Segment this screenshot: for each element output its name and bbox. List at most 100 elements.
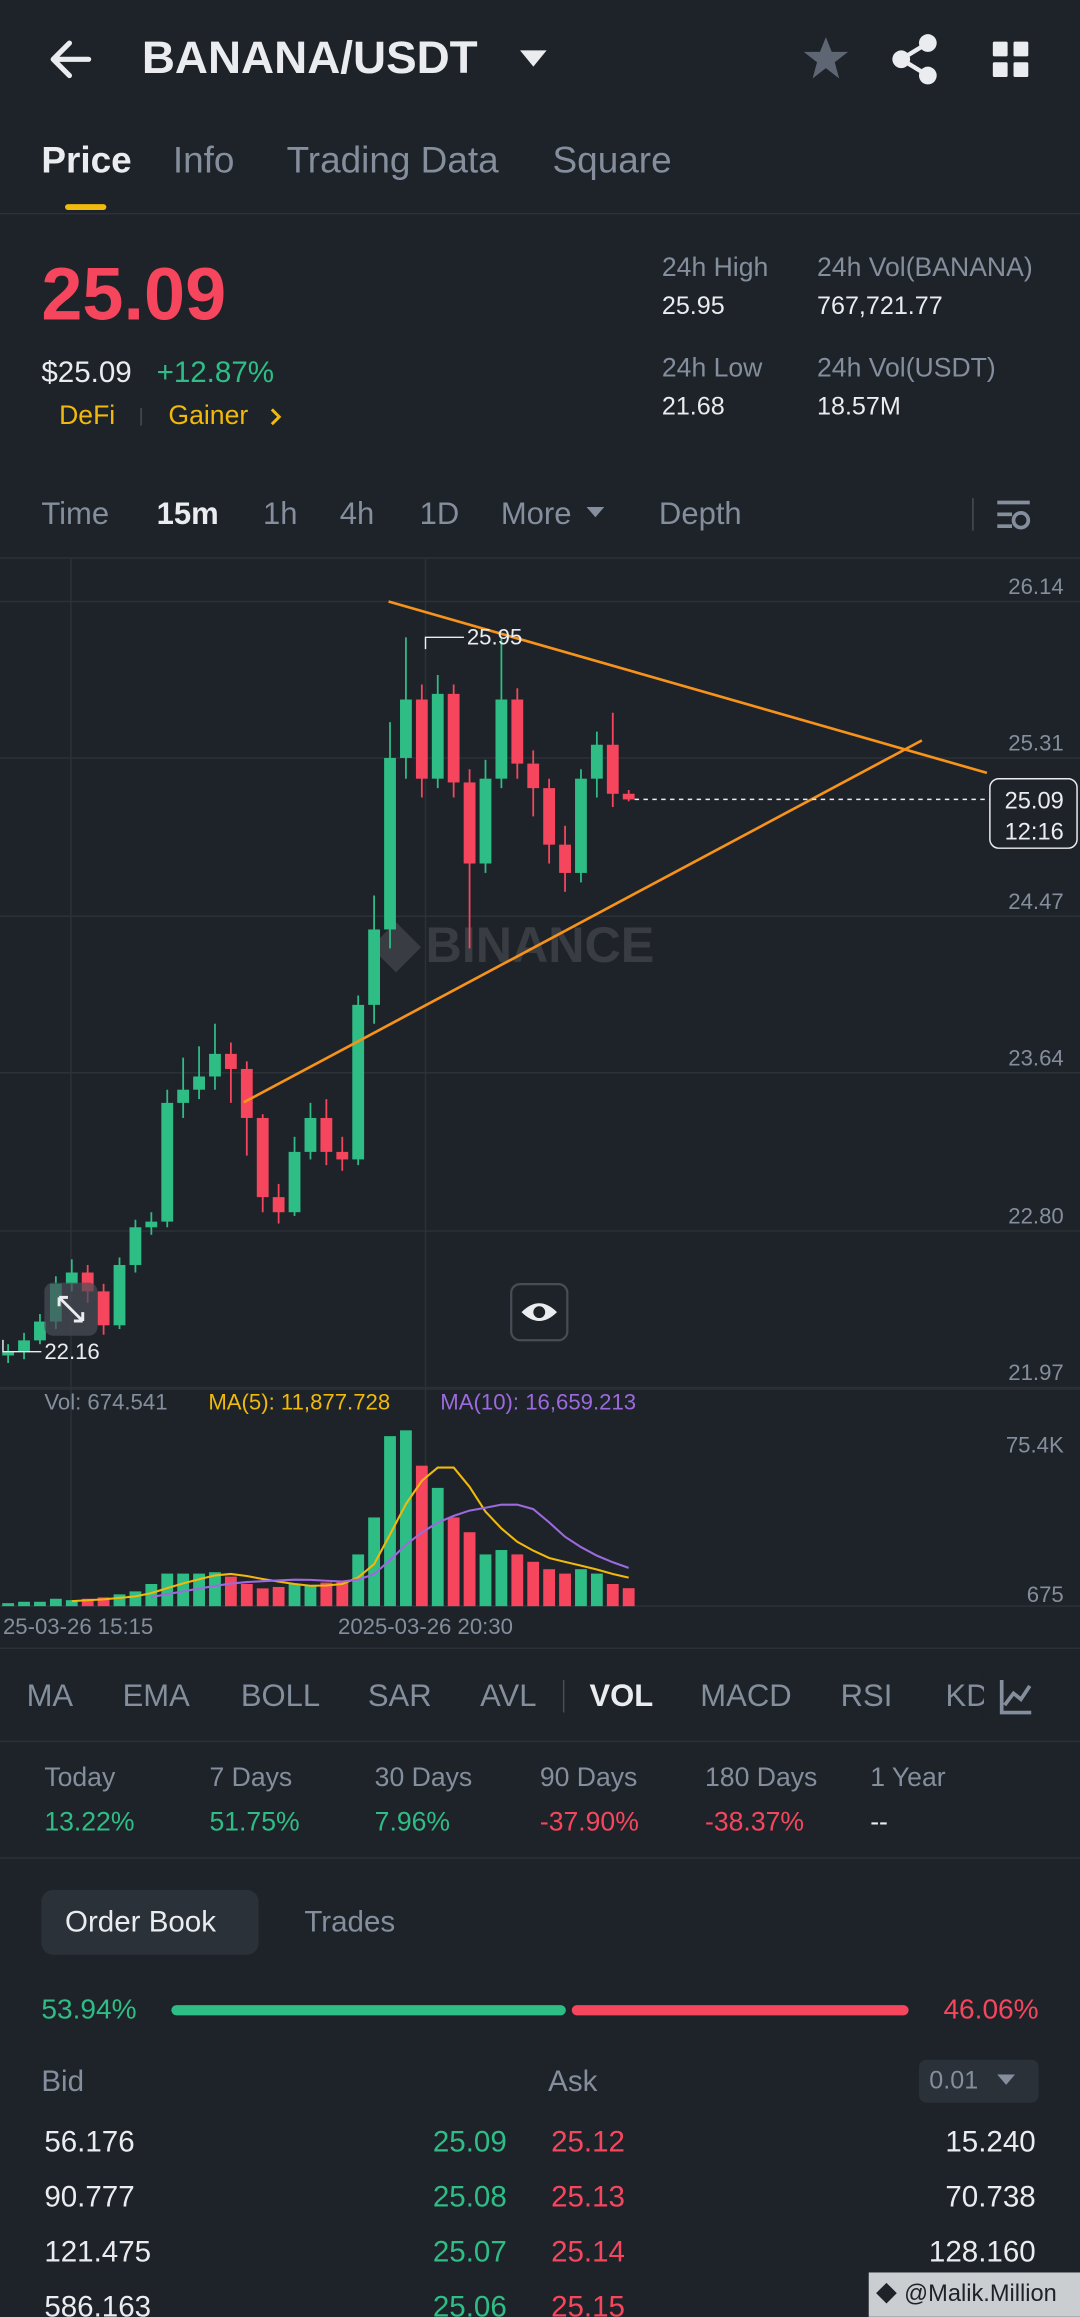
candle-body [431, 693, 444, 779]
tab[interactable]: Price [41, 139, 131, 180]
candle-body [352, 1004, 365, 1160]
candle-body [304, 1117, 317, 1152]
y-tick-label: 21.97 [1008, 1360, 1063, 1385]
tab[interactable]: Trading Data [287, 139, 500, 180]
x-tick-label: 2025-03-26 20:30 [338, 1614, 513, 1639]
volume-bar [240, 1583, 253, 1607]
book-tab[interactable]: Trades [304, 1906, 395, 1939]
countdown: 12:16 [1005, 820, 1064, 846]
volume-bar [113, 1594, 126, 1607]
volume-bar [193, 1573, 205, 1607]
pair-title[interactable]: BANANA/USDT [142, 32, 478, 83]
ask-ratio-label: 46.06% [943, 1993, 1038, 2024]
stat-label: 24h Vol(BANANA) [817, 252, 1033, 282]
book-cell: 25.07 [433, 2236, 507, 2269]
book-cell: 25.13 [551, 2181, 625, 2214]
volume-legend: Vol: 674.541 [44, 1390, 167, 1415]
candle-body [384, 757, 396, 930]
book-cell: 25.08 [433, 2181, 507, 2214]
favorite-icon[interactable] [803, 37, 849, 79]
volume-bar [575, 1569, 587, 1607]
book-tab[interactable]: Order Book [65, 1906, 216, 1939]
last-price: 25.09 [41, 253, 226, 336]
candle-body [575, 778, 587, 873]
stat-value: 767,721.77 [817, 292, 943, 320]
indicator[interactable]: MA [27, 1678, 74, 1713]
share-icon[interactable] [892, 34, 937, 85]
y-tick-label: 24.47 [1008, 889, 1063, 914]
book-cell: 25.06 [433, 2291, 507, 2317]
volume-bar [495, 1550, 508, 1607]
tag[interactable]: DeFi [59, 400, 115, 430]
stat-value: 21.68 [662, 393, 725, 421]
settings-icon[interactable] [997, 500, 1031, 530]
indicator[interactable]: EMA [123, 1678, 191, 1713]
volume-bar [34, 1601, 46, 1607]
y-tick-label: 23.64 [1008, 1045, 1063, 1070]
volume-bar [129, 1591, 142, 1607]
trendline [388, 600, 988, 775]
more-caret[interactable] [586, 506, 605, 518]
indicator[interactable]: BOLL [241, 1678, 320, 1713]
volume-bar [177, 1573, 190, 1607]
indicator[interactable]: MACD [700, 1678, 791, 1713]
precision-caret [997, 2074, 1015, 2085]
candle-body [479, 778, 492, 864]
volume-bar [606, 1583, 619, 1607]
volume-bar [479, 1554, 492, 1607]
precision-box[interactable] [918, 2059, 1039, 2103]
candle-body [177, 1089, 190, 1103]
candle-body [415, 699, 428, 779]
x-tick-label: 25-03-26 15:15 [3, 1614, 153, 1639]
chart-settings-icon[interactable] [999, 1680, 1032, 1715]
volume-bar [288, 1583, 301, 1607]
volume-bar [18, 1601, 30, 1607]
pair-caret[interactable] [520, 50, 547, 67]
precision[interactable]: 0.01 [929, 2067, 978, 2095]
candle-body [240, 1068, 253, 1118]
indicator[interactable]: SAR [368, 1678, 432, 1713]
candle-body [224, 1053, 237, 1069]
tab[interactable]: Square [553, 139, 672, 180]
period-value: -- [870, 1806, 888, 1836]
interval[interactable]: Time [41, 496, 109, 531]
book-cell: 25.12 [551, 2126, 625, 2159]
back-icon[interactable] [50, 40, 92, 79]
book-cell: 121.475 [44, 2236, 151, 2269]
tab-indicator [65, 204, 107, 210]
volume-bar [81, 1598, 94, 1607]
divider [0, 1857, 1080, 1859]
indicator[interactable]: VOL [589, 1678, 653, 1713]
interval[interactable]: 15m [157, 496, 219, 531]
interval[interactable]: 1h [263, 496, 298, 531]
candle-body [65, 1272, 78, 1284]
period-value: -37.90% [540, 1806, 639, 1836]
ask-header: Ask [548, 2065, 597, 2098]
tab[interactable]: Info [173, 139, 235, 180]
indicator[interactable]: RSI [841, 1678, 893, 1713]
candle-body [272, 1197, 285, 1213]
volume-bar [463, 1532, 476, 1607]
candle-body [145, 1221, 158, 1228]
interval[interactable]: Depth [659, 496, 742, 531]
tag[interactable]: Gainer [168, 400, 248, 430]
divider [0, 1647, 1080, 1650]
tag-arrow [270, 408, 282, 426]
book-cell: 15.240 [945, 2126, 1035, 2159]
volume-bar [400, 1430, 412, 1607]
volume-bar [559, 1573, 571, 1607]
volume-bar [272, 1586, 285, 1607]
interval[interactable]: More [501, 496, 572, 531]
volume-bar [209, 1572, 221, 1607]
candle-body [590, 744, 603, 779]
volume-bar [256, 1588, 269, 1607]
indicator[interactable]: AVL [480, 1678, 536, 1713]
menu-icon[interactable] [992, 41, 1029, 78]
active-tab-bg [41, 1889, 259, 1955]
interval[interactable]: 4h [340, 496, 375, 531]
bid-header: Bid [41, 2065, 84, 2098]
interval[interactable]: 1D [420, 496, 460, 531]
candle-body [34, 1321, 46, 1341]
